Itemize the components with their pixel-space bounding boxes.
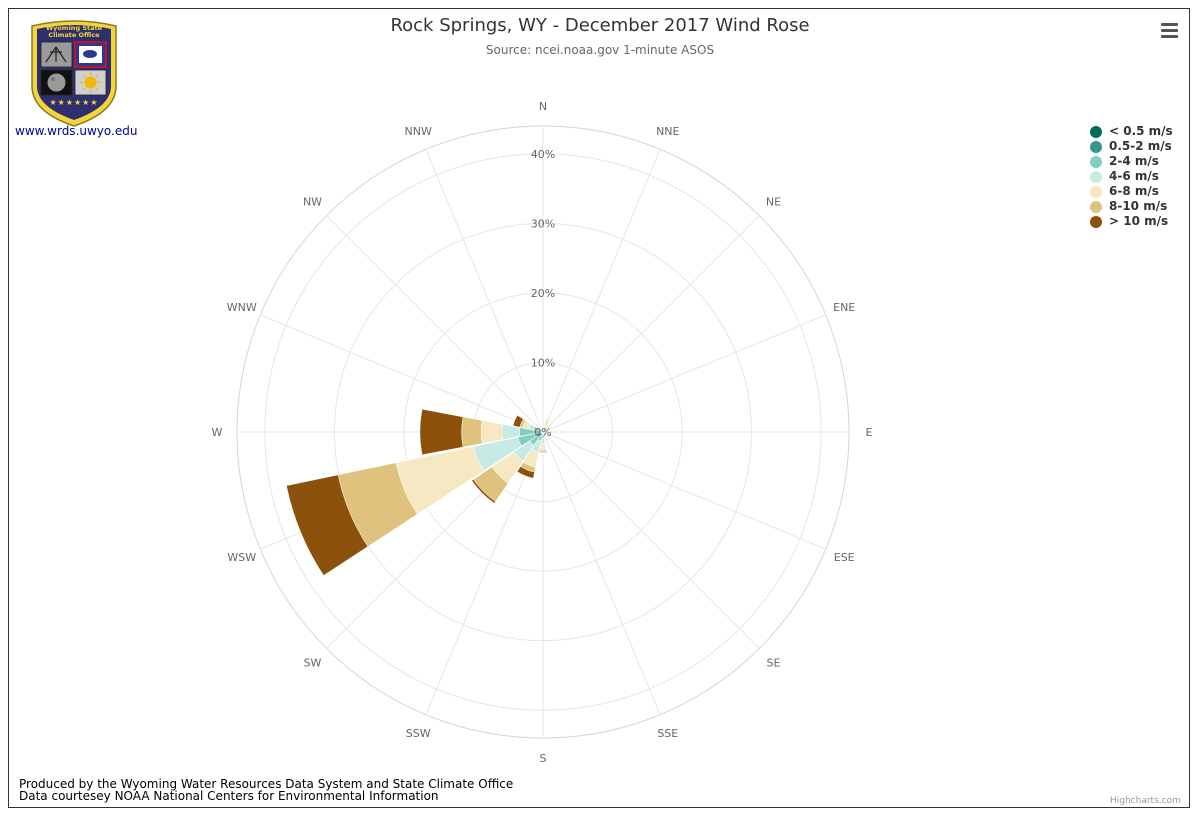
bar-e-bin-3[interactable]	[546, 430, 549, 434]
footer-line-1: Produced by the Wyoming Water Resources …	[19, 777, 514, 791]
chart-menu-button[interactable]	[1158, 20, 1182, 40]
radial-tick-label-20: 20%	[531, 287, 555, 300]
direction-label-ssw: SSW	[406, 727, 431, 740]
legend-swatch	[1090, 171, 1102, 183]
direction-label-sw: SW	[304, 657, 322, 670]
radial-tick-label-40: 40%	[531, 148, 555, 161]
svg-text:★★★★★★: ★★★★★★	[49, 98, 98, 107]
spoke-ese	[542, 431, 826, 550]
chart-container	[8, 8, 1190, 808]
climate-office-logo: Wyoming State Climate Office ★★★★★★	[31, 20, 117, 127]
direction-label-sse: SSE	[657, 727, 678, 740]
direction-label-n: N	[539, 100, 547, 113]
footer-line-2: Data courtesey NOAA National Centers for…	[19, 789, 439, 803]
bar-nw-bin-3[interactable]	[538, 427, 541, 430]
bar-w-bin-5[interactable]	[461, 416, 483, 448]
legend-label: 2-4 m/s	[1109, 154, 1159, 168]
legend-swatch	[1090, 201, 1102, 213]
legend-swatch	[1090, 186, 1102, 198]
logo-text-line2: Climate Office	[48, 31, 100, 39]
spoke-se	[542, 431, 760, 649]
radial-tick-label-10: 10%	[531, 357, 555, 370]
direction-label-nne: NNE	[656, 125, 679, 138]
bar-s-bin-6[interactable]	[538, 451, 548, 454]
bar-sse-bin-3[interactable]	[543, 435, 547, 438]
direction-label-ene: ENE	[833, 301, 855, 314]
bar-wsw-bin-6[interactable]	[286, 474, 369, 576]
chart-title: Rock Springs, WY - December 2017 Wind Ro…	[390, 15, 810, 36]
legend-label: 8-10 m/s	[1109, 199, 1168, 213]
spoke-nne	[542, 149, 661, 433]
direction-label-se: SE	[767, 657, 781, 670]
legend-swatch	[1090, 156, 1102, 168]
spoke-sse	[542, 431, 661, 715]
spoke-nnw	[425, 149, 544, 433]
bar-ene-bin-4[interactable]	[546, 428, 549, 432]
spoke-nw	[326, 215, 544, 433]
logo-text-line1: Wyoming State	[46, 24, 103, 32]
direction-label-s: S	[540, 752, 547, 765]
bar-n-bin-4[interactable]	[541, 426, 545, 429]
footer-credits: Produced by the Wyoming Water Resources …	[19, 778, 513, 802]
spoke-ne	[542, 215, 760, 433]
polar-labels: N NNE NE ENE E ESE SE SSE S SSW SW WSW W WNW NW NNW 0% 10…	[212, 100, 873, 765]
bar-w-bin-6[interactable]	[419, 408, 464, 456]
bar-sw-bin-6[interactable]	[471, 479, 496, 504]
radial-tick-label-0: 0%	[534, 426, 551, 439]
legend-label: > 10 m/s	[1109, 214, 1169, 228]
bar-nne-bin-5[interactable]	[545, 418, 551, 422]
bar-ne-bin-4[interactable]	[546, 425, 550, 429]
wind-rose-bars	[286, 408, 551, 576]
highcharts-credit[interactable]: Highcharts.com	[1110, 796, 1181, 806]
radial-tick-label-30: 30%	[531, 217, 555, 230]
legend-label: 4-6 m/s	[1109, 169, 1159, 183]
direction-label-nw: NW	[303, 196, 322, 209]
legend-label: 0.5-2 m/s	[1109, 139, 1172, 153]
bar-wnw-bin-6[interactable]	[512, 414, 524, 428]
hamburger-icon	[1161, 23, 1178, 26]
bar-s-bin-4[interactable]	[539, 443, 547, 451]
direction-label-ne: NE	[766, 196, 781, 209]
spoke-wnw	[260, 314, 544, 433]
direction-label-ese: ESE	[834, 551, 855, 564]
direction-label-wsw: WSW	[227, 551, 256, 564]
legend-swatch	[1090, 141, 1102, 153]
direction-label-wnw: WNW	[227, 301, 257, 314]
legend-swatch	[1090, 216, 1102, 228]
direction-label-w: W	[212, 426, 223, 439]
bar-s-bin-3[interactable]	[540, 437, 546, 445]
chart-subtitle: Source: ncei.noaa.gov 1-minute ASOS	[485, 43, 715, 57]
spoke-ene	[542, 314, 826, 433]
legend-label: < 0.5 m/s	[1109, 124, 1173, 138]
legend-swatch	[1090, 126, 1102, 138]
legend-label: 6-8 m/s	[1109, 184, 1159, 198]
website-link[interactable]: www.wrds.uwyo.edu	[15, 124, 138, 138]
spoke-ssw	[425, 431, 544, 715]
bar-ssw-bin-6[interactable]	[516, 465, 535, 479]
direction-label-e: E	[866, 426, 873, 439]
bar-w-bin-4[interactable]	[480, 420, 503, 444]
direction-label-nnw: NNW	[405, 125, 432, 138]
